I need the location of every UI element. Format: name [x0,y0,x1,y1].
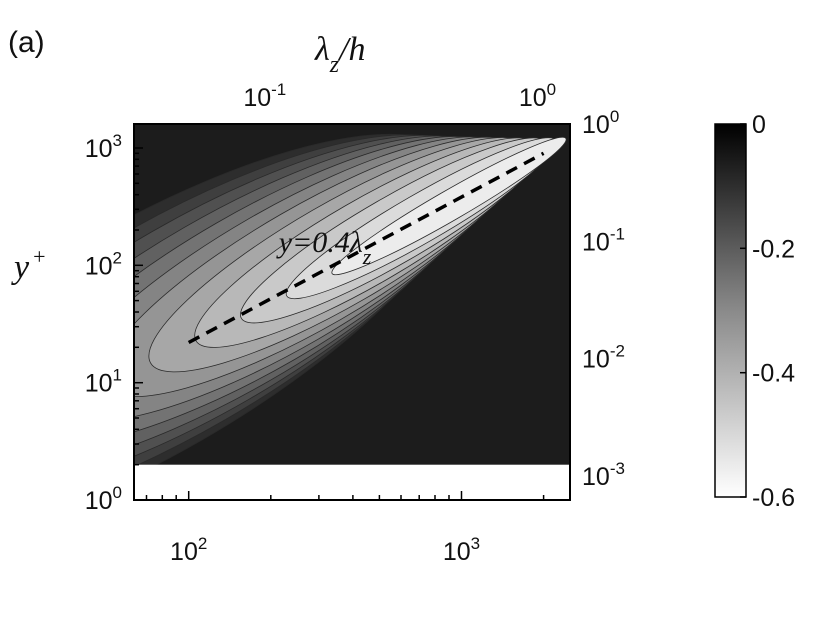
top-axis-label-main: λ [314,31,330,68]
y-tick-label: 103 [85,131,122,163]
top-tick-label-exponent: 0 [547,80,556,99]
panel-label: (a) [8,26,45,59]
x-tick-label-exponent: 3 [471,534,480,553]
x-tick-label-base: 10 [443,538,471,566]
right-tick-label-base: 10 [582,346,610,374]
y-tick-label-exponent: 0 [113,483,122,502]
right-tick-label: 10-2 [582,342,625,374]
top-tick-label: 10-1 [243,80,286,112]
fit-line [187,151,545,345]
top-tick-label-exponent: -1 [271,80,286,99]
top-tick-label-base: 10 [519,84,547,112]
colorbar-tick-label: -0.2 [752,235,795,263]
right-tick-label: 10-1 [582,224,625,256]
y-tick-label: 100 [85,483,122,515]
masked-region [134,464,570,500]
top-axis-label-sub: z [329,52,340,78]
y-axis-label: y + [11,244,46,286]
y-tick-label-exponent: 1 [113,366,122,385]
y-tick-label-exponent: 3 [113,131,122,150]
x-tick-label-exponent: 2 [198,534,207,553]
y-tick-label-exponent: 2 [113,248,122,267]
right-tick-label-exponent: -3 [610,459,625,478]
annotation-main: y=0.4λ [276,226,363,259]
axis-ticks [134,147,545,501]
right-tick-label: 100 [582,107,619,139]
y-axis-label-main: y [11,249,30,286]
fit-line-annotation: y=0.4λz [276,226,372,269]
annotation-sub: z [362,244,372,269]
colorbar-tick-label: -0.6 [752,484,795,512]
y-tick-label-base: 10 [85,135,113,163]
colorbar: 0 -0.2 -0.4 -0.6 [714,111,795,512]
y-tick-label-base: 10 [85,370,113,398]
colorbar-ticks: 0 -0.2 -0.4 -0.6 [740,111,795,512]
x-tick-label-base: 10 [170,538,198,566]
top-tick-label: 100 [519,80,556,112]
top-axis-label-suffix: /h [337,31,365,68]
top-axis-label: λz/h [314,31,366,78]
y-tick-label: 101 [85,366,122,398]
top-tick-label-base: 10 [243,84,271,112]
right-tick-label-exponent: 0 [610,107,619,126]
right-tick-label-base: 10 [582,111,610,139]
y-tick-label-base: 10 [85,252,113,280]
x-tick-label: 103 [443,534,480,566]
x-tick-label: 102 [170,534,207,566]
colorbar-gradient [714,123,747,498]
y-axis-label-sup: + [33,244,45,269]
right-tick-label-base: 10 [582,463,610,491]
right-tick-label-exponent: -1 [610,224,625,243]
colorbar-tick-label: -0.4 [752,360,795,388]
y-tick-label-base: 10 [85,487,113,515]
colorbar-tick-label: 0 [752,111,766,139]
right-tick-label-exponent: -2 [610,342,625,361]
y-tick-label: 102 [85,248,122,280]
right-tick-label-base: 10 [582,228,610,256]
right-tick-label: 10-3 [582,459,625,491]
